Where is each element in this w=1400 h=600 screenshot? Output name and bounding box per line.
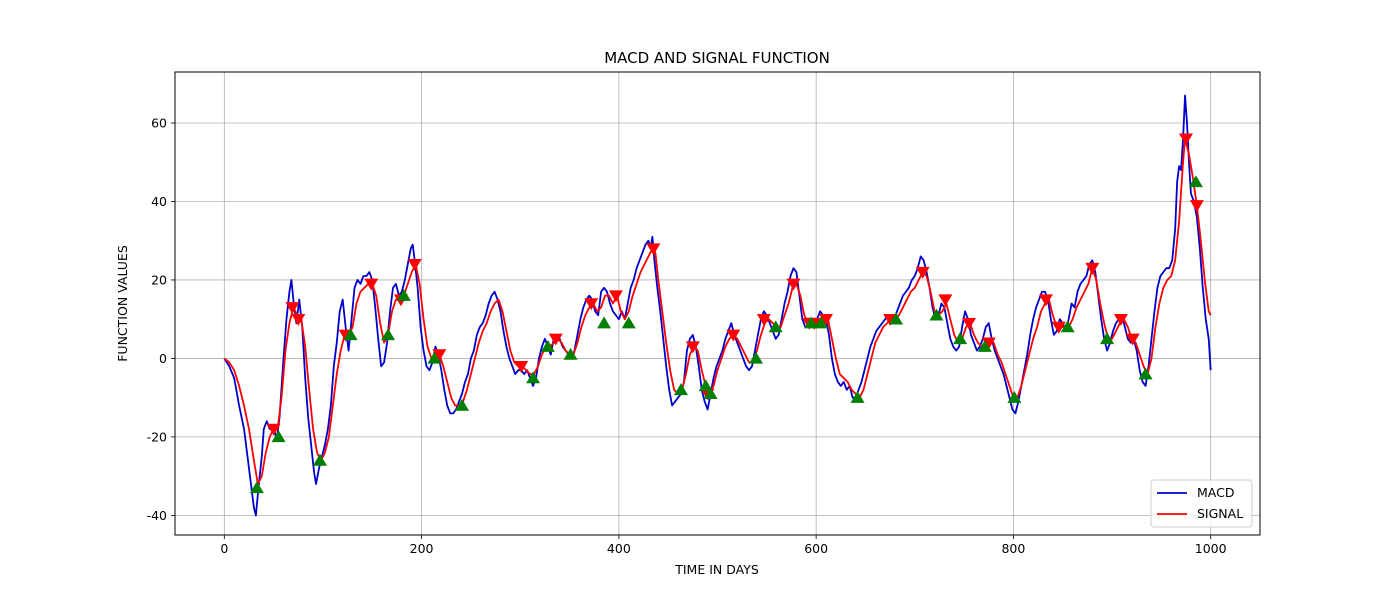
y-tick-label: 40 [151, 194, 167, 209]
sell-signal-marker [819, 313, 833, 326]
buy-signal-marker [1060, 320, 1075, 333]
sell-signal-marker [514, 361, 529, 373]
sell-signal-marker [981, 337, 996, 350]
buy-signal-marker [804, 316, 819, 329]
buy-signal-marker [597, 316, 612, 329]
legend-label-signal: SIGNAL [1197, 506, 1243, 521]
buy-signal-marker [814, 316, 829, 329]
x-tick-label: 800 [1001, 541, 1025, 556]
sell-signal-marker [1113, 313, 1128, 326]
sell-signal-marker [584, 298, 599, 311]
sell-signal-marker [1085, 262, 1100, 275]
y-tick-label: 0 [159, 351, 167, 366]
x-tick-label: 0 [220, 541, 228, 556]
grid-lines [175, 72, 1260, 535]
buy-signal-marker [929, 308, 944, 321]
sell-signal-marker [291, 313, 306, 326]
sell-signal-marker [407, 259, 422, 271]
buy-signal-marker [563, 347, 578, 360]
sell-signal-marker [646, 243, 661, 256]
sell-signal-marker [726, 329, 741, 342]
y-tick-label: 20 [151, 272, 167, 287]
sell-signal-marker [1189, 200, 1204, 213]
buy-signal-marker [455, 398, 470, 411]
buy-signal-marker [748, 351, 763, 364]
buy-signal-marker [526, 371, 541, 384]
sell-signal-marker [1051, 321, 1066, 334]
buy-signal-marker [674, 383, 689, 396]
buy-signal-marker [1188, 175, 1203, 188]
x-tick-label: 1000 [1195, 541, 1227, 556]
sell-signal-marker [432, 349, 447, 362]
legend-box [1150, 479, 1253, 528]
buy-signal-marker [698, 379, 713, 392]
sell-signal-marker [608, 290, 623, 303]
buy-signal-marker [768, 320, 783, 333]
buy-signal-marker [249, 481, 264, 494]
x-tick-label: 200 [410, 541, 434, 556]
buy-signal-marker [621, 316, 636, 329]
sell-signal-marker [364, 278, 379, 291]
legend: MACD SIGNAL [1150, 479, 1253, 528]
y-tick-label: 60 [151, 116, 167, 131]
buy-signal-marker [953, 332, 968, 345]
series-line-macd [223, 94, 1212, 517]
buy-signal-marker [889, 312, 904, 325]
buy-signal-marker [850, 391, 865, 403]
signal-markers [249, 133, 1204, 494]
axis-ticks: 0 200 400 600 800 1000 -40 -20 0 20 40 60 [147, 116, 1227, 556]
buy-signal-marker [312, 453, 327, 466]
sell-signal-marker [756, 313, 771, 326]
series-lines [223, 94, 1212, 517]
sell-signal-marker [1125, 333, 1140, 346]
sell-signal-marker [962, 317, 977, 330]
x-tick-label: 400 [607, 541, 631, 556]
buy-signal-marker [343, 328, 358, 341]
buy-signal-marker [703, 387, 718, 399]
sell-signal-marker [548, 333, 563, 346]
sell-signal-marker [938, 294, 953, 307]
sell-signal-marker [266, 423, 281, 436]
sell-signal-marker [786, 278, 801, 291]
x-axis-label: TIME IN DAYS [674, 562, 759, 577]
plot-frame [174, 71, 1261, 536]
buy-signal-marker [381, 328, 396, 341]
sell-signal-marker [1038, 294, 1053, 307]
chart-title: MACD AND SIGNAL FUNCTION [604, 49, 830, 67]
buy-signal-marker [427, 351, 442, 364]
buy-signal-marker [1007, 391, 1022, 403]
buy-signal-marker [540, 340, 555, 352]
buy-signal-marker [977, 340, 992, 352]
buy-signal-marker [1100, 332, 1115, 345]
sell-signal-marker [685, 341, 700, 354]
legend-label-macd: MACD [1197, 485, 1234, 500]
sell-signal-marker [1179, 133, 1194, 146]
buy-signal-marker [271, 430, 286, 443]
sell-signal-marker [285, 302, 300, 315]
buy-signal-marker [1138, 367, 1153, 380]
y-axis-label: FUNCTION VALUES [115, 245, 130, 362]
y-tick-label: -40 [147, 508, 167, 523]
series-line-signal [223, 137, 1212, 485]
x-tick-label: 600 [804, 541, 828, 556]
y-tick-label: -20 [147, 429, 167, 444]
sell-signal-marker [915, 266, 930, 279]
buy-signal-marker [396, 289, 411, 301]
